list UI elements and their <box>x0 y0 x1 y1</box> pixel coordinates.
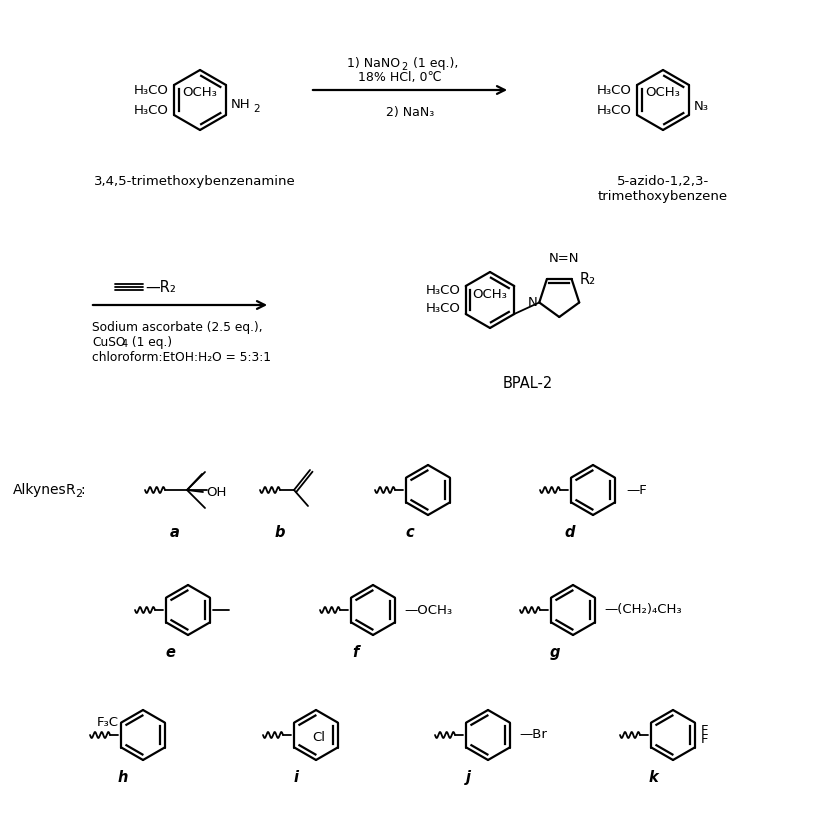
Text: —(CH₂)₄CH₃: —(CH₂)₄CH₃ <box>604 603 681 617</box>
Text: CuSO: CuSO <box>92 336 125 349</box>
Text: 2: 2 <box>75 489 82 499</box>
Text: NH: NH <box>231 98 251 112</box>
Text: N₃: N₃ <box>694 101 709 113</box>
Text: h: h <box>118 770 128 785</box>
Text: R₂: R₂ <box>579 272 596 286</box>
Text: H₃CO: H₃CO <box>597 84 632 96</box>
Text: trimethoxybenzene: trimethoxybenzene <box>598 190 728 203</box>
Text: 1) NaNO: 1) NaNO <box>347 56 400 70</box>
Text: :: : <box>80 483 84 497</box>
Text: BPAL-2: BPAL-2 <box>503 376 553 391</box>
Text: —R₂: —R₂ <box>145 279 176 294</box>
Text: R: R <box>66 483 75 497</box>
Text: e: e <box>165 645 175 660</box>
Text: Alkynes: Alkynes <box>13 483 67 497</box>
Text: 2: 2 <box>253 104 260 114</box>
Text: Sodium ascorbate (2.5 eq.),: Sodium ascorbate (2.5 eq.), <box>92 321 263 334</box>
Text: N: N <box>528 296 538 309</box>
Text: —F: —F <box>626 483 647 497</box>
Text: OCH₃: OCH₃ <box>182 86 217 99</box>
Text: (1 eq.),: (1 eq.), <box>409 56 458 70</box>
Text: 3,4,5-trimethoxybenzenamine: 3,4,5-trimethoxybenzenamine <box>94 175 296 188</box>
Text: F: F <box>701 733 708 746</box>
Text: i: i <box>293 770 298 785</box>
Text: H₃CO: H₃CO <box>134 84 169 96</box>
Text: H₃CO: H₃CO <box>597 103 632 117</box>
Text: N=N: N=N <box>549 252 579 265</box>
Text: —Br: —Br <box>519 728 547 742</box>
Text: f: f <box>352 645 358 660</box>
Text: Cl: Cl <box>313 731 325 744</box>
Text: OCH₃: OCH₃ <box>472 288 507 301</box>
Text: a: a <box>170 525 180 540</box>
Text: 2) NaN₃: 2) NaN₃ <box>386 106 434 119</box>
Text: 2: 2 <box>401 62 407 72</box>
Text: F₃C: F₃C <box>96 717 119 729</box>
Text: H₃CO: H₃CO <box>426 284 461 298</box>
Text: c: c <box>405 525 415 540</box>
Text: b: b <box>275 525 285 540</box>
Text: chloroform:EtOH:H₂O = 5:3:1: chloroform:EtOH:H₂O = 5:3:1 <box>92 351 271 364</box>
Text: (1 eq.): (1 eq.) <box>128 336 172 349</box>
Text: d: d <box>565 525 575 540</box>
Text: —OCH₃: —OCH₃ <box>404 603 452 617</box>
Text: F: F <box>701 724 708 737</box>
Text: H₃CO: H₃CO <box>426 303 461 315</box>
Text: H₃CO: H₃CO <box>134 103 169 117</box>
Text: k: k <box>648 770 658 785</box>
Text: j: j <box>466 770 471 785</box>
Text: OCH₃: OCH₃ <box>645 86 681 99</box>
Text: 5-azido-1,2,3-: 5-azido-1,2,3- <box>617 175 709 188</box>
Text: 4: 4 <box>122 339 128 349</box>
Text: g: g <box>550 645 560 660</box>
Text: OH: OH <box>206 486 227 498</box>
Text: 18% HCl, 0℃: 18% HCl, 0℃ <box>359 71 441 85</box>
